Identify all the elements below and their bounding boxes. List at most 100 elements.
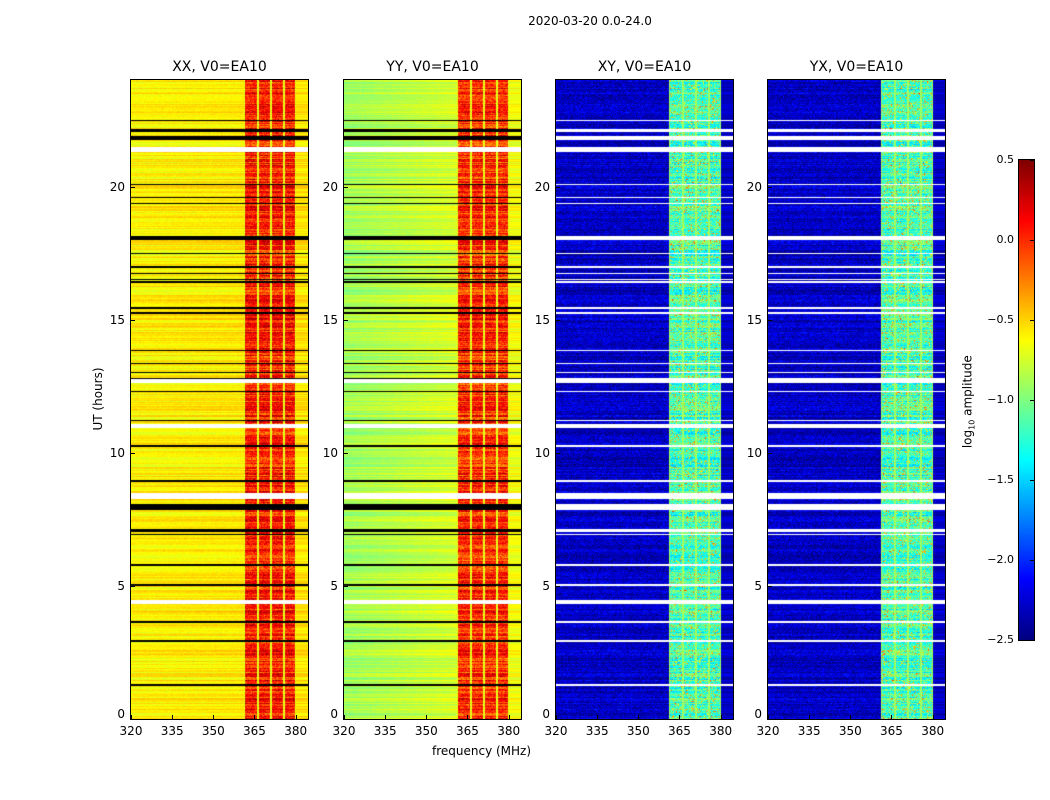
heatmap-xx — [131, 80, 308, 719]
x-tick-label: 320 — [332, 724, 356, 738]
x-tick — [508, 715, 510, 719]
y-tick-label: 5 — [542, 578, 550, 593]
y-tick-label: 10 — [109, 445, 125, 460]
y-tick — [344, 719, 348, 720]
y-tick — [344, 585, 348, 587]
y-tick — [344, 186, 348, 188]
x-tick-label: 365 — [456, 724, 479, 738]
y-tick-label: 15 — [322, 312, 338, 327]
y-tick — [768, 585, 772, 587]
y-tick-label: 0 — [117, 707, 125, 721]
y-tick — [556, 719, 560, 720]
colorbar-tick-label: −0.5 — [987, 313, 1014, 326]
colorbar-tick-label: 0.0 — [996, 233, 1015, 246]
y-tick-label: 5 — [754, 578, 762, 593]
y-tick — [131, 452, 135, 454]
colorbar-tick — [1030, 160, 1034, 161]
y-tick — [344, 452, 348, 454]
colorbar-tick — [1030, 320, 1034, 321]
x-tick — [891, 715, 893, 719]
x-tick — [344, 715, 345, 719]
x-tick — [254, 715, 256, 719]
y-tick — [768, 186, 772, 188]
colorbar-tick — [1030, 480, 1034, 481]
x-tick-label: 335 — [585, 724, 609, 738]
y-tick — [131, 585, 135, 587]
x-tick-label: 320 — [544, 724, 568, 738]
x-tick — [426, 715, 428, 719]
colorbar-label: log10 amplitude — [960, 355, 977, 449]
x-tick — [638, 715, 640, 719]
colorbar-tick-label: −2.5 — [987, 633, 1014, 646]
x-axis-label: frequency (MHz) — [432, 744, 532, 758]
figure-title: 2020-03-20 0.0-24.0 — [528, 14, 652, 28]
panel-title: YY, V0=EA10 — [386, 59, 479, 75]
x-tick-label: 350 — [838, 724, 862, 738]
colorbar-tick-label: 0.5 — [996, 153, 1015, 166]
x-tick-label: 380 — [921, 724, 945, 738]
x-tick-label: 335 — [797, 724, 821, 738]
x-tick-label: 350 — [626, 724, 650, 738]
x-tick-label: 380 — [284, 724, 308, 738]
y-tick-label: 10 — [746, 445, 762, 460]
x-tick — [131, 715, 132, 719]
x-tick — [932, 715, 934, 719]
x-tick-label: 335 — [160, 724, 184, 738]
x-tick-label: 320 — [756, 724, 780, 738]
y-axis-label: UT (hours) — [91, 367, 105, 431]
y-tick — [768, 452, 772, 454]
y-tick-label: 20 — [746, 179, 762, 194]
x-tick-label: 365 — [668, 724, 691, 738]
x-tick — [768, 715, 769, 719]
x-tick-label: 350 — [414, 724, 438, 738]
heatmap-yx — [768, 80, 945, 719]
y-tick-label: 20 — [322, 179, 338, 194]
y-tick-label: 20 — [109, 179, 125, 194]
panel-title: YX, V0=EA10 — [809, 59, 904, 75]
colorbar-tick — [1030, 240, 1034, 241]
y-tick-label: 10 — [534, 445, 550, 460]
y-tick-label: 0 — [754, 707, 762, 721]
colorbar-tick — [1030, 400, 1034, 401]
colorbar-tick-label: −1.5 — [987, 473, 1014, 486]
y-tick — [556, 186, 560, 188]
y-tick — [556, 319, 560, 321]
x-tick — [679, 715, 681, 719]
y-tick-label: 15 — [534, 312, 550, 327]
y-tick — [768, 719, 772, 720]
y-tick-label: 20 — [534, 179, 550, 194]
x-tick — [385, 715, 387, 719]
x-tick — [850, 715, 852, 719]
y-tick — [131, 186, 135, 188]
x-tick — [556, 715, 557, 719]
colorbar-tick — [1030, 640, 1034, 641]
x-tick — [172, 715, 174, 719]
x-tick — [720, 715, 722, 719]
y-tick — [768, 319, 772, 321]
y-tick-label: 5 — [330, 578, 338, 593]
heatmap-xy — [556, 80, 733, 719]
x-tick-label: 380 — [709, 724, 733, 738]
x-tick — [809, 715, 811, 719]
x-tick — [467, 715, 469, 719]
y-tick — [344, 319, 348, 321]
x-tick — [295, 715, 297, 719]
y-tick-label: 15 — [109, 312, 125, 327]
x-tick-label: 335 — [373, 724, 397, 738]
x-tick-label: 350 — [201, 724, 225, 738]
colorbar-tick-label: −2.0 — [987, 553, 1014, 566]
y-tick — [131, 319, 135, 321]
x-tick-label: 365 — [880, 724, 903, 738]
y-tick — [556, 585, 560, 587]
panel-title: XY, V0=EA10 — [597, 59, 692, 75]
y-tick-label: 0 — [542, 707, 550, 721]
y-tick-label: 5 — [117, 578, 125, 593]
y-tick-label: 10 — [322, 445, 338, 460]
colorbar-tick-label: −1.0 — [987, 393, 1014, 406]
x-tick-label: 380 — [497, 724, 521, 738]
y-tick-label: 15 — [746, 312, 762, 327]
y-tick — [556, 452, 560, 454]
x-tick-label: 320 — [119, 724, 143, 738]
x-tick-label: 365 — [243, 724, 266, 738]
